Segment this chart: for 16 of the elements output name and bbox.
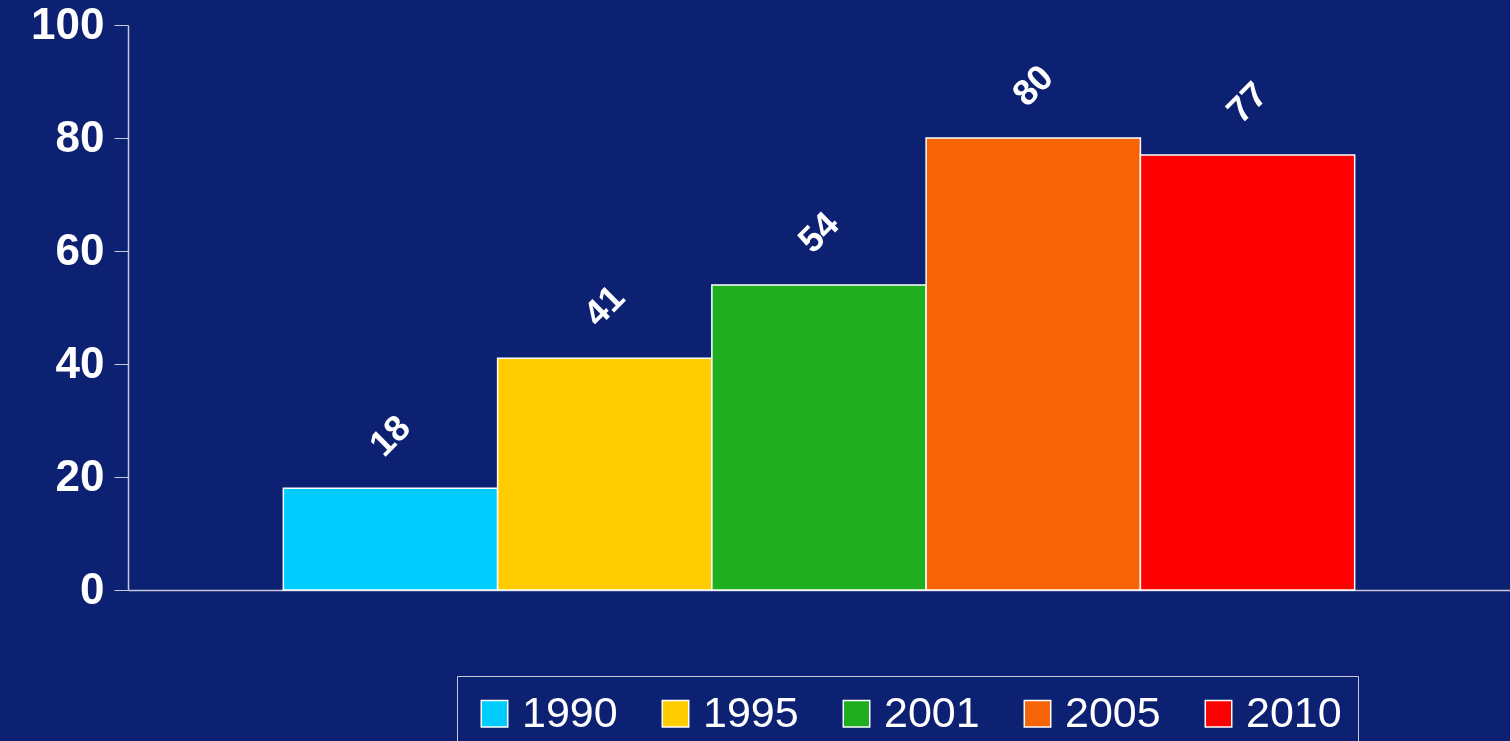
y-tick-label: 40 bbox=[55, 337, 105, 387]
data-label: 80 bbox=[1003, 56, 1061, 114]
legend-label: 1995 bbox=[703, 687, 799, 736]
data-label: 77 bbox=[1217, 73, 1276, 131]
data-label: 41 bbox=[575, 276, 633, 334]
legend-label: 2001 bbox=[884, 687, 980, 736]
legend-label: 1990 bbox=[522, 687, 618, 736]
legend-label: 2005 bbox=[1065, 687, 1161, 736]
y-tick-label: 0 bbox=[80, 563, 105, 613]
y-tick-label: 100 bbox=[31, 0, 105, 48]
y-tick-label: 60 bbox=[55, 224, 105, 274]
data-label: 54 bbox=[789, 203, 847, 261]
legend-label: 2010 bbox=[1246, 687, 1342, 736]
y-tick-label: 80 bbox=[55, 111, 105, 161]
y-tick-label: 20 bbox=[55, 450, 105, 500]
data-label: 18 bbox=[360, 406, 419, 464]
